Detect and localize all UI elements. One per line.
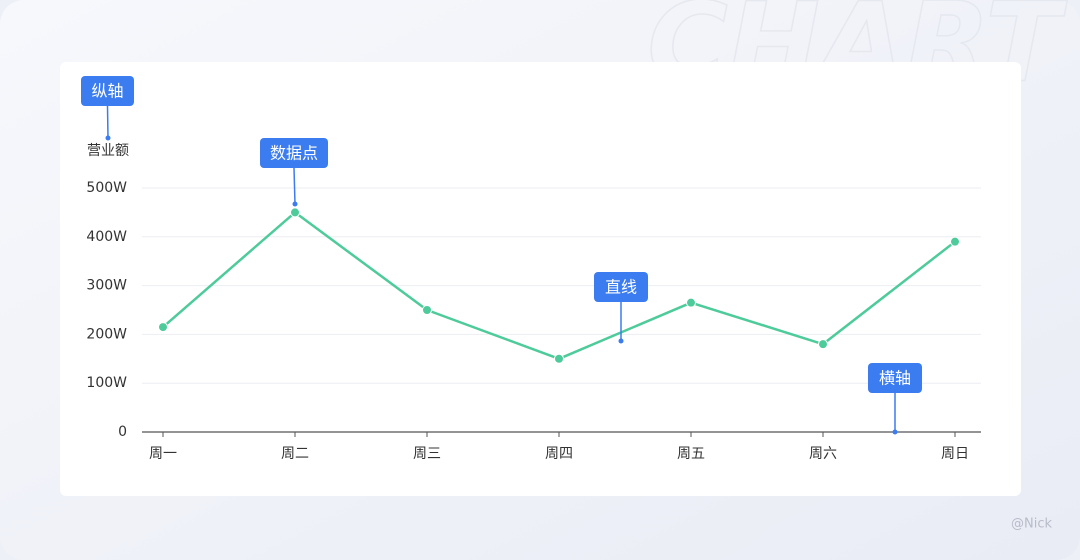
x-tick-label: 周五 bbox=[677, 446, 705, 462]
card bbox=[60, 62, 1021, 496]
callout-box bbox=[594, 272, 648, 302]
y-tick-label: 0 bbox=[118, 424, 127, 440]
callout-box bbox=[868, 363, 922, 393]
x-tick-label: 周日 bbox=[941, 446, 969, 462]
callout-box bbox=[81, 76, 134, 106]
data-point bbox=[554, 353, 564, 364]
callout-dot bbox=[292, 201, 298, 207]
x-tick-label: 周二 bbox=[281, 446, 309, 462]
data-point bbox=[950, 236, 960, 247]
plot: 0 100W 200W 300W 400W 500W 周一 周二 周三 周四 周五 周六 周日 bbox=[86, 180, 981, 462]
x-tick-label: 周六 bbox=[809, 446, 837, 462]
x-tick-label: 周四 bbox=[545, 446, 573, 462]
callout-dot bbox=[618, 338, 624, 344]
data-point bbox=[818, 339, 828, 350]
data-point bbox=[290, 207, 300, 218]
data-point bbox=[158, 322, 168, 333]
x-tick-label: 周三 bbox=[413, 446, 441, 462]
callout-line bbox=[293, 167, 296, 205]
y-axis-label: 营业额 bbox=[87, 143, 129, 159]
callout-text: 横轴 bbox=[879, 369, 911, 388]
y-tick-label: 500W bbox=[86, 180, 127, 196]
data-point bbox=[422, 305, 432, 315]
callout-text: 纵轴 bbox=[91, 82, 123, 101]
callout-dot bbox=[105, 135, 111, 141]
y-tick-label: 200W bbox=[86, 326, 127, 342]
y-tick-label: 400W bbox=[86, 229, 127, 245]
callout-text: 数据点 bbox=[270, 144, 318, 163]
y-tick-label: 300W bbox=[86, 278, 127, 294]
callout-box bbox=[260, 138, 328, 168]
x-tick-label: 周一 bbox=[149, 446, 177, 462]
callout-line bbox=[106, 105, 109, 139]
footer: @Nick bbox=[1011, 517, 1052, 532]
y-tick-label: 100W bbox=[86, 375, 127, 391]
callout-text: 直线 bbox=[605, 278, 637, 297]
callout-dot bbox=[892, 429, 898, 435]
data-point bbox=[686, 297, 696, 308]
